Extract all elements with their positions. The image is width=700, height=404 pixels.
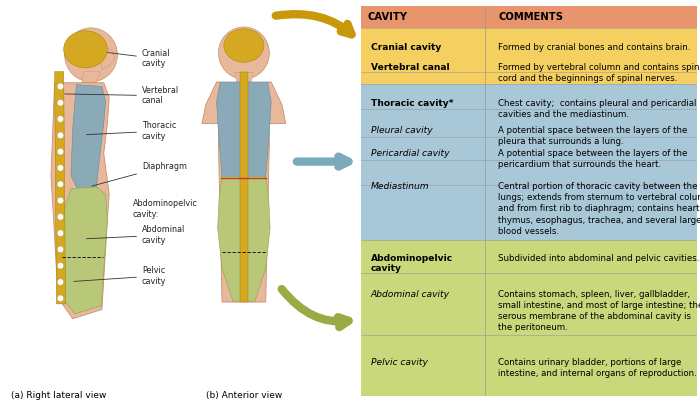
Ellipse shape [57, 262, 64, 269]
Polygon shape [234, 72, 253, 82]
Text: Pelvic cavity: Pelvic cavity [370, 358, 428, 367]
Text: Pericardial cavity: Pericardial cavity [370, 149, 449, 158]
Polygon shape [51, 83, 109, 319]
Ellipse shape [57, 197, 64, 204]
Text: Mediastinum: Mediastinum [370, 182, 429, 191]
Polygon shape [216, 82, 271, 177]
Text: COMMENTS: COMMENTS [498, 12, 564, 22]
Ellipse shape [57, 279, 64, 285]
Ellipse shape [57, 148, 64, 155]
Bar [360, 84, 696, 240]
Text: Pelvic
cavity: Pelvic cavity [74, 266, 167, 286]
Text: CAVITY: CAVITY [368, 12, 407, 22]
Ellipse shape [57, 230, 64, 236]
Text: Pleural cavity: Pleural cavity [370, 126, 432, 135]
Ellipse shape [57, 213, 64, 220]
Text: Formed by vertebral column and contains spinal
cord and the beginnings of spinal: Formed by vertebral column and contains … [498, 63, 700, 83]
Text: Cranial cavity: Cranial cavity [370, 43, 441, 52]
Polygon shape [82, 72, 100, 83]
Polygon shape [55, 72, 66, 304]
Text: Diaphragm: Diaphragm [92, 162, 187, 186]
Polygon shape [202, 82, 286, 302]
Text: Abdominopelvic
cavity: Abdominopelvic cavity [370, 254, 453, 274]
Text: Chest cavity;  contains pleural and pericardial
cavities and the mediastinum.: Chest cavity; contains pleural and peric… [498, 99, 696, 119]
Text: Vertebral canal: Vertebral canal [370, 63, 449, 72]
Text: A potential space between the layers of the
pericardium that surrounds the heart: A potential space between the layers of … [498, 149, 687, 169]
Text: Thoracic cavity*: Thoracic cavity* [370, 99, 453, 108]
Text: Contains stomach, spleen, liver, gallbladder,
small intestine, and most of large: Contains stomach, spleen, liver, gallbla… [498, 290, 700, 332]
Polygon shape [218, 177, 270, 301]
Text: Contains urinary bladder, portions of large
intestine, and internal organs of re: Contains urinary bladder, portions of la… [498, 358, 697, 378]
Ellipse shape [224, 29, 264, 62]
Ellipse shape [57, 181, 64, 187]
Text: Central portion of thoracic cavity between the
lungs; extends from sternum to ve: Central portion of thoracic cavity betwe… [498, 182, 700, 236]
Text: Cranial
cavity: Cranial cavity [85, 49, 171, 68]
Bar [360, 6, 696, 27]
Bar [239, 72, 248, 302]
Text: Subdivided into abdominal and pelvic cavities.: Subdivided into abdominal and pelvic cav… [498, 254, 699, 263]
Text: A potential space between the layers of the
pleura that surrounds a lung.: A potential space between the layers of … [498, 126, 687, 146]
Text: (b) Anterior view: (b) Anterior view [206, 391, 282, 400]
Bar [360, 240, 696, 396]
Ellipse shape [57, 295, 64, 302]
Polygon shape [71, 84, 106, 191]
Text: Abdominopelvic
cavity:: Abdominopelvic cavity: [133, 200, 197, 219]
Text: Abdominal cavity: Abdominal cavity [370, 290, 449, 299]
Polygon shape [57, 187, 107, 314]
Ellipse shape [57, 164, 64, 171]
Text: Thoracic
cavity: Thoracic cavity [87, 121, 176, 141]
Polygon shape [102, 46, 115, 70]
Text: (a) Right lateral view: (a) Right lateral view [10, 391, 106, 400]
Text: Vertebral
canal: Vertebral canal [64, 86, 179, 105]
Ellipse shape [57, 246, 64, 253]
Ellipse shape [57, 83, 64, 90]
Ellipse shape [57, 99, 64, 106]
Ellipse shape [57, 116, 64, 122]
Ellipse shape [218, 27, 270, 79]
Ellipse shape [57, 132, 64, 139]
Ellipse shape [64, 31, 107, 68]
Text: Formed by cranial bones and contains brain.: Formed by cranial bones and contains bra… [498, 43, 691, 52]
Text: Abdominal
cavity: Abdominal cavity [87, 225, 186, 245]
Bar [360, 27, 696, 84]
Ellipse shape [64, 28, 118, 82]
